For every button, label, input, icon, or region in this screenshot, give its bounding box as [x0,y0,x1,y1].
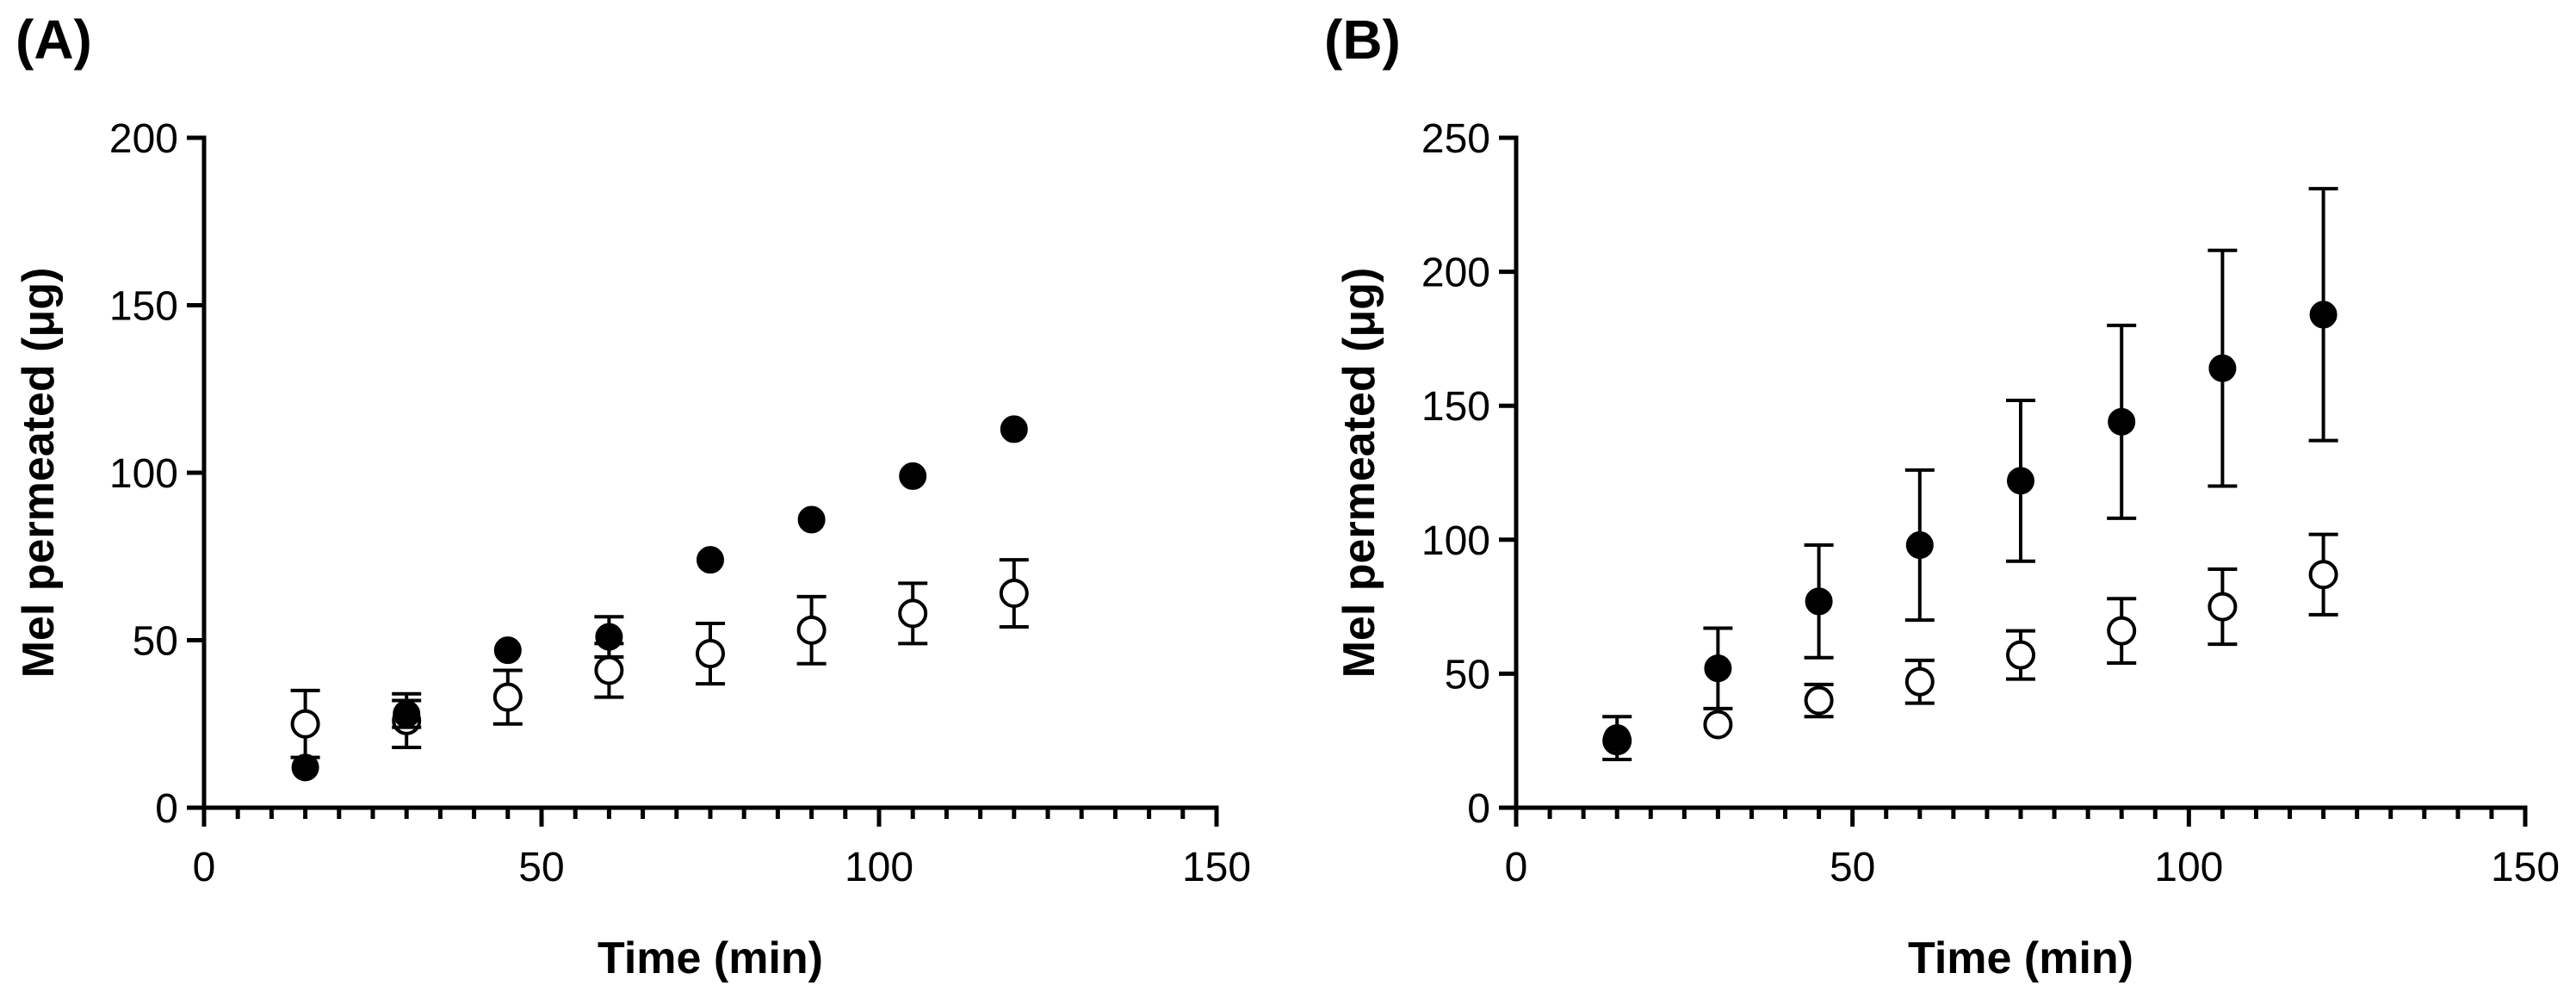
filled-point [2309,301,2338,329]
open-point [999,579,1029,609]
filled-point [797,505,826,534]
y-tick-label: 50 [1445,652,1490,697]
open-point [1804,685,1834,716]
x-axis-title: Time (min) [1908,933,2133,983]
y-tick-label: 50 [133,619,178,665]
filled-point [1905,531,1934,560]
filled-point [2108,407,2136,436]
open-point [492,682,523,712]
y-tick-label: 100 [109,451,178,497]
y-tick-label: 150 [109,284,178,330]
open-point [594,655,624,685]
y-tick-label: 200 [109,116,178,162]
filled-point [899,462,927,490]
open-point [1904,666,1935,697]
filled-point [393,700,421,728]
panel-b: (B) 0 50 100 150 200 250 0 50 100 150 Time (min) Mel… [1324,9,2560,983]
y-axis-title: Mel permeated (μg) [14,268,64,679]
panel-label: (B) [1324,9,1401,71]
open-point [796,615,827,645]
filled-point [2007,467,2034,495]
x-tick-label: 100 [2154,845,2223,890]
filled-point [1603,724,1632,753]
filled-point [493,636,522,665]
filled-point [1704,654,1732,683]
y-tick-label: 100 [1421,518,1490,564]
x-tick-label: 100 [845,845,913,890]
x-tick-label: 50 [518,845,564,890]
filled-point [2208,354,2237,382]
filled-point [1805,587,1833,616]
open-point [2006,640,2035,670]
open-point [696,639,725,669]
open-point [2208,592,2238,622]
y-axis-title: Mel permeated (μg) [1334,268,1384,679]
open-point [290,709,320,739]
x-tick-label: 50 [1830,845,1875,890]
y-tick-label: 250 [1421,116,1490,162]
x-tick-label: 0 [1505,845,1528,890]
x-tick-label: 0 [193,845,216,890]
y-tick-label: 150 [1421,384,1490,430]
filled-point [291,753,319,782]
panel-label: (A) [15,9,92,71]
y-tick-label: 0 [155,786,178,832]
open-point [898,598,928,629]
x-tick-label: 150 [1182,845,1251,890]
filled-point [595,623,623,651]
open-point [2107,616,2137,646]
y-tick-label: 200 [1421,251,1490,296]
open-point [2308,560,2338,590]
y-tick-label: 0 [1467,786,1490,832]
x-axis-title: Time (min) [598,933,823,983]
x-tick-label: 150 [2491,845,2560,890]
panel-a: (A) 0 50 100 150 200 0 50 100 150 Time (min) Mel pe… [14,9,1251,983]
open-point [1703,710,1733,740]
filled-point [1000,415,1028,443]
filled-point [697,546,724,574]
